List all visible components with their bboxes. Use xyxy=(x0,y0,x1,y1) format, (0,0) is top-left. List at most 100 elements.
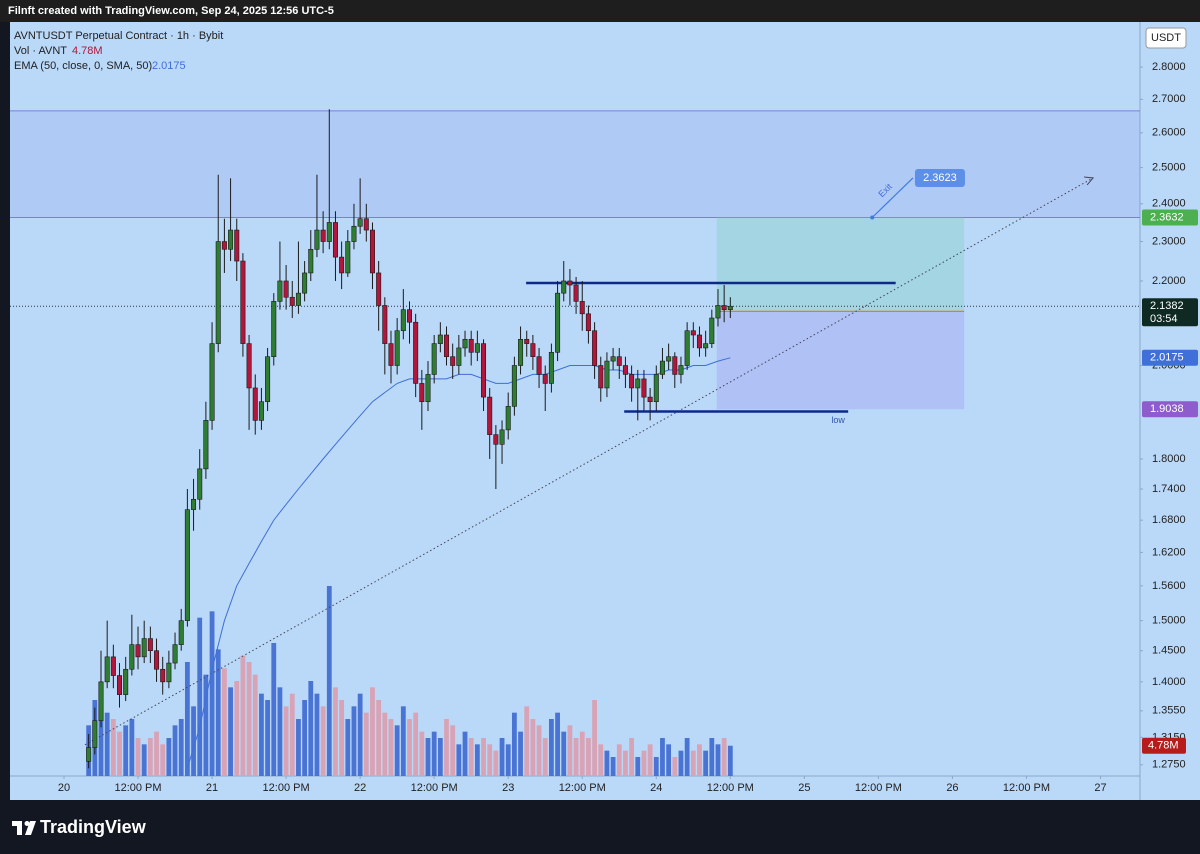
y-tick-label: 1.2750 xyxy=(1152,759,1186,771)
volume-bar xyxy=(518,731,523,776)
volume-tag-box xyxy=(1142,737,1186,754)
candle-body xyxy=(573,284,579,302)
volume-bar xyxy=(191,706,196,776)
volume-bar xyxy=(394,725,400,776)
volume-bar xyxy=(333,687,338,776)
candle-body xyxy=(154,650,160,670)
candle-body xyxy=(456,347,462,366)
candle-body xyxy=(444,334,450,357)
y-tick-label: 2.3000 xyxy=(1152,235,1186,247)
volume-bar xyxy=(252,674,258,776)
volume-bar xyxy=(549,719,554,776)
x-tick-label: 12:00 PM xyxy=(411,782,458,794)
candle-body xyxy=(308,248,314,274)
volume-bar xyxy=(721,738,727,776)
volume-bar xyxy=(697,744,702,776)
volume-bar xyxy=(425,738,431,776)
volume-legend: Vol · AVNT xyxy=(14,45,67,57)
candle-body xyxy=(166,662,172,683)
volume-bar xyxy=(555,712,560,776)
volume-bar xyxy=(388,719,394,776)
watermark: Filnft created with TradingView.com, Sep… xyxy=(8,5,334,17)
candle-body xyxy=(567,280,573,286)
candle-body xyxy=(425,374,431,403)
candle-body xyxy=(110,656,116,676)
volume-bar xyxy=(370,687,375,776)
candle-body xyxy=(487,396,493,435)
currency[interactable]: USDT xyxy=(1151,32,1181,44)
candle-body xyxy=(289,296,295,306)
candle-body xyxy=(598,365,604,389)
candle-body xyxy=(684,330,690,366)
candle-body xyxy=(345,241,351,274)
candle-body xyxy=(505,406,511,431)
candle-body xyxy=(604,360,610,389)
y-tick-label: 1.3550 xyxy=(1152,705,1186,717)
candle-body xyxy=(147,638,153,652)
candle-body xyxy=(413,321,419,384)
y-tick-label: 2.2000 xyxy=(1152,275,1186,287)
volume-bar xyxy=(474,744,480,776)
x-tick-label: 12:00 PM xyxy=(707,782,754,794)
volume-bar xyxy=(672,757,678,776)
volume-bar xyxy=(277,687,283,776)
volume-bar xyxy=(339,700,345,776)
candle-body xyxy=(715,305,721,319)
candle-body xyxy=(690,330,696,336)
volume-bar xyxy=(444,719,449,776)
volume-bar xyxy=(524,706,530,776)
candle-body xyxy=(265,356,271,403)
volume-bar xyxy=(413,712,419,776)
resistance-zone xyxy=(10,110,1140,218)
x-tick-label: 20 xyxy=(58,782,70,794)
volume-bar xyxy=(203,674,209,776)
volume-bar xyxy=(123,725,129,776)
y-tick-label: 2.7000 xyxy=(1152,93,1186,105)
y-tick-label: 1.4000 xyxy=(1152,676,1186,688)
candle-body xyxy=(376,272,382,306)
volume-bar xyxy=(357,693,363,776)
y-tick-label: 1.6800 xyxy=(1152,514,1186,526)
volume-bar xyxy=(400,706,406,776)
candle-body xyxy=(721,305,727,310)
ema-price-tag: 2.0175 xyxy=(1150,352,1184,364)
volume-bar xyxy=(407,719,412,776)
candle-body xyxy=(191,498,197,510)
candle-body xyxy=(481,343,487,398)
candle-body xyxy=(246,343,252,389)
x-tick-label: 12:00 PM xyxy=(263,782,310,794)
candle-body xyxy=(369,229,375,274)
candle-body xyxy=(431,343,437,375)
volume-bar xyxy=(147,738,153,776)
volume-bar xyxy=(629,738,635,776)
chart-bg xyxy=(10,22,1200,800)
volume-bar xyxy=(567,725,573,776)
volume-bar xyxy=(678,750,684,776)
candle-body xyxy=(160,668,166,683)
volume-bar xyxy=(579,731,585,776)
stop-area xyxy=(716,311,965,410)
candle-body xyxy=(252,387,258,421)
volume-bar xyxy=(246,662,252,776)
volume-bar xyxy=(666,744,672,776)
y-tick-label: 1.5600 xyxy=(1152,580,1186,592)
volume-bar xyxy=(456,744,462,776)
candle-body xyxy=(197,468,203,500)
bottom-bar xyxy=(0,800,1200,854)
candle-body xyxy=(635,378,641,389)
y-tick-label: 1.6200 xyxy=(1152,546,1186,558)
currency-box[interactable] xyxy=(1145,27,1187,49)
volume-bar xyxy=(481,738,486,776)
volume-bar xyxy=(209,611,215,776)
volume-bar xyxy=(592,700,597,776)
candle-body xyxy=(209,343,215,421)
candle-body xyxy=(647,396,653,403)
volume-legend-value: 4.78M xyxy=(72,45,103,57)
volume-bar xyxy=(326,586,332,776)
candle-body xyxy=(363,218,369,231)
volume-bar xyxy=(376,700,382,776)
volume-bar xyxy=(499,738,505,776)
candle-body xyxy=(339,256,345,274)
